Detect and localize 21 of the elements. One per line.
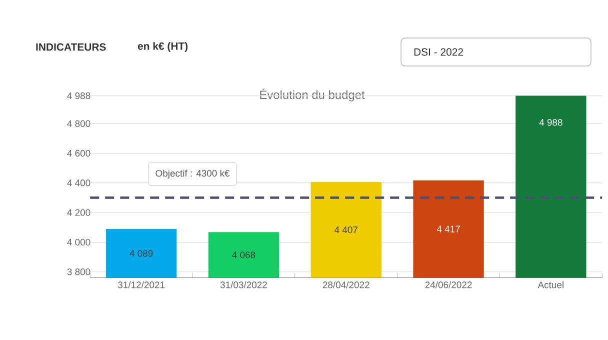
text: en k€ (HT): [138, 42, 188, 52]
data-label: 4 417: [436, 226, 460, 232]
x-tick-label: 28/04/2022: [322, 281, 370, 288]
y-tick-label: 4 600: [67, 150, 90, 157]
data-label: 4 407: [334, 226, 358, 234]
x-tick-label: 31/03/2022: [220, 281, 267, 288]
x-tick-label: 24/06/2022: [425, 281, 472, 288]
y-tick-label: 4 400: [67, 180, 90, 186]
data-label: 4 068: [232, 252, 256, 258]
ref-line-label: Objectif : 4300 k€: [156, 170, 230, 179]
y-tick-label: 4 988: [67, 92, 90, 100]
y-tick-label: 4 000: [67, 238, 90, 246]
text: DSI - 2022: [414, 48, 463, 56]
text: INDICATEURS: [36, 43, 106, 51]
data-label: 4 988: [539, 119, 562, 126]
y-tick-label: 4 800: [67, 120, 90, 127]
y-tick-label: 3 800: [67, 268, 90, 276]
data-label: 4 089: [130, 250, 153, 257]
y-tick-label: 4 200: [67, 209, 90, 216]
x-tick-label: Actuel: [538, 281, 564, 288]
x-tick-label: 31/12/2021: [118, 281, 165, 288]
